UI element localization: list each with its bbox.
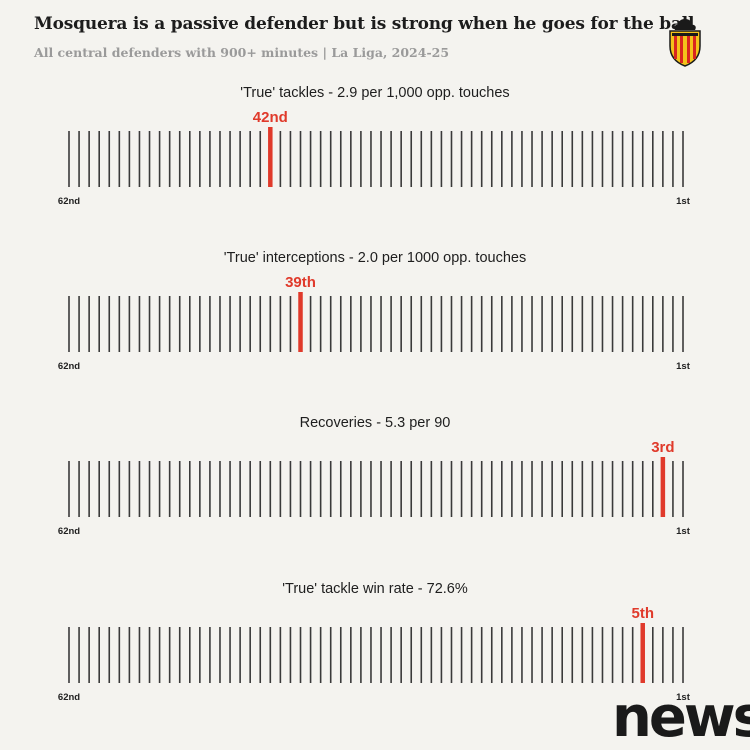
rank-label: 3rd: [651, 439, 674, 456]
rank-strip-chart: 39th 62nd 1st: [58, 274, 691, 372]
axis-label-last: 62nd: [58, 361, 80, 372]
panel-title: 'True' tackle win rate - 72.6%: [282, 581, 468, 597]
axis-label-last: 62nd: [58, 196, 80, 207]
axis-label-first: 1st: [676, 526, 691, 537]
panel-interceptions: 'True' interceptions - 2.0 per 1000 opp.…: [0, 250, 750, 380]
axis-label-last: 62nd: [58, 526, 80, 537]
rank-label: 5th: [631, 605, 654, 622]
axis-label-first: 1st: [676, 196, 691, 207]
watermark-logo: news: [612, 685, 750, 750]
rank-label: 42nd: [253, 109, 288, 126]
panel-tackles: 'True' tackles - 2.9 per 1,000 opp. touc…: [0, 85, 750, 215]
panel-recoveries: Recoveries - 5.3 per 90 3rd 62nd 1st: [0, 415, 750, 545]
rank-label: 39th: [285, 274, 316, 291]
panel-tackle-win-rate: 'True' tackle win rate - 72.6% 5th 62nd 1s…: [0, 581, 750, 711]
axis-label-first: 1st: [676, 361, 691, 372]
chart-title: Mosquera is a passive defender but is st…: [34, 14, 695, 34]
rank-strip-chart: 3rd 62nd 1st: [58, 439, 691, 537]
panel-title: 'True' tackles - 2.9 per 1,000 opp. touc…: [240, 85, 510, 101]
axis-label-last: 62nd: [58, 692, 80, 703]
valencia-cf-crest-icon: [669, 19, 701, 67]
panel-title: Recoveries - 5.3 per 90: [299, 415, 451, 431]
rank-strip-chart: 42nd 62nd 1st: [58, 109, 691, 207]
panel-title: 'True' interceptions - 2.0 per 1000 opp.…: [223, 250, 527, 266]
chart-subtitle: All central defenders with 900+ minutes …: [34, 45, 450, 60]
axis-label-first: 1st: [676, 692, 691, 703]
rank-strip-chart: 5th 62nd 1st: [58, 605, 691, 703]
